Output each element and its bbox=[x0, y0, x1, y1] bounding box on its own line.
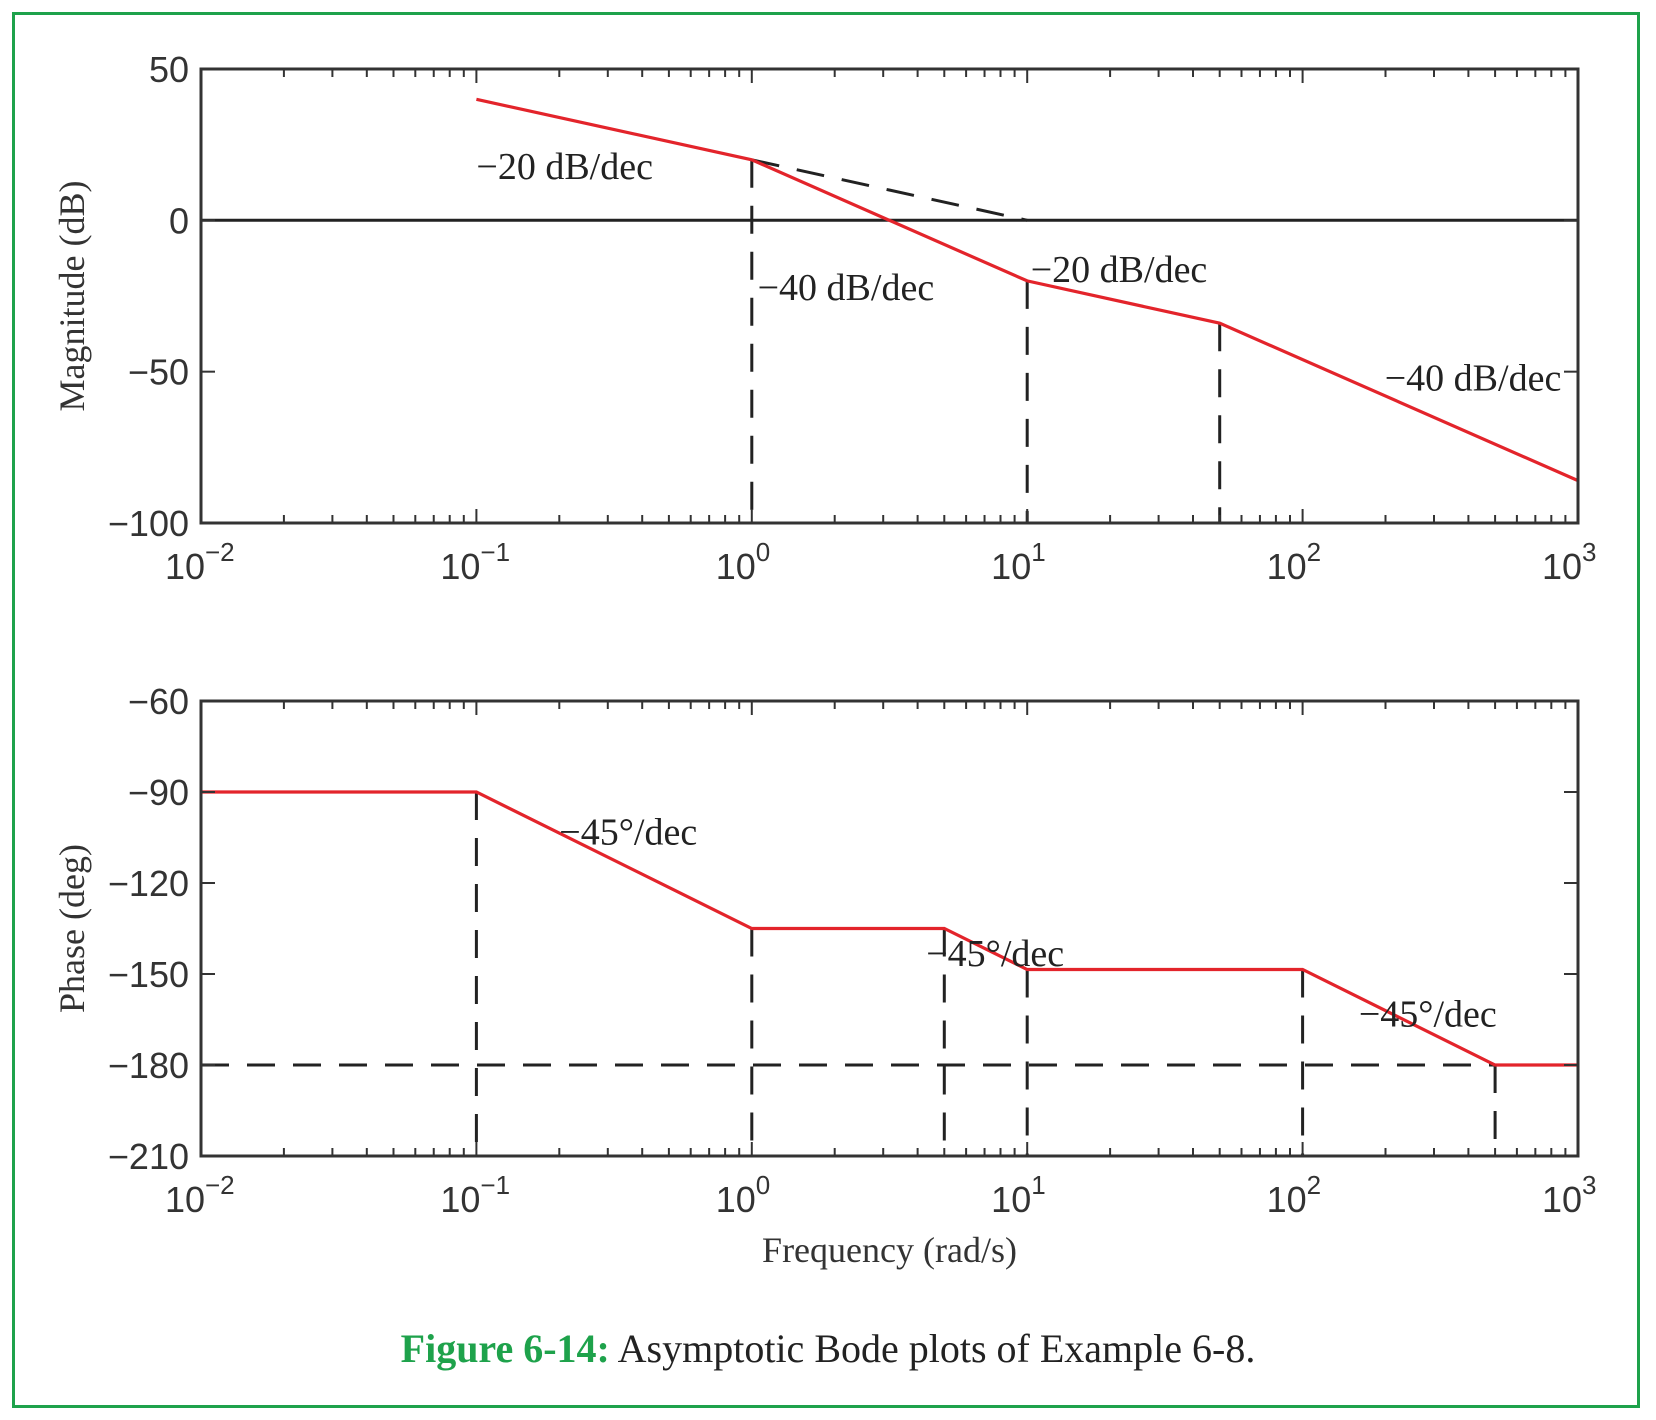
magnitude-slope-annotation: −20 dB/dec bbox=[476, 146, 653, 188]
magnitude-x-tick-exponent: 0 bbox=[756, 537, 770, 567]
phase-slope-annotation: −45°/dec bbox=[559, 811, 697, 853]
magnitude-x-tick-label: 10 bbox=[165, 546, 205, 587]
magnitude-asymptote-line bbox=[476, 97, 1579, 483]
magnitude-x-tick-label: 10 bbox=[716, 546, 756, 587]
magnitude-y-tick-label: −100 bbox=[108, 503, 189, 544]
figure-caption: Figure 6-14: Asymptotic Bode plots of Ex… bbox=[0, 1325, 1656, 1372]
magnitude-slope-annotation: −40 dB/dec bbox=[1385, 358, 1562, 400]
phase-y-tick-label: −60 bbox=[128, 681, 189, 722]
magnitude-y-axis-title: Magnitude (dB) bbox=[52, 181, 92, 412]
magnitude-x-tick-label: 10 bbox=[1267, 546, 1307, 587]
phase-x-tick-exponent: −2 bbox=[205, 1170, 235, 1200]
phase-x-tick-label: 10 bbox=[1542, 1179, 1582, 1220]
figure-label: Figure 6-14: bbox=[400, 1326, 610, 1371]
magnitude-x-tick-exponent: −1 bbox=[480, 537, 510, 567]
magnitude-x-tick-exponent: −2 bbox=[205, 537, 235, 567]
phase-x-tick-label: 10 bbox=[165, 1179, 205, 1220]
magnitude-y-tick-label: −50 bbox=[128, 352, 189, 393]
phase-axes-box bbox=[199, 699, 1580, 1158]
magnitude-slope-annotation: −40 dB/dec bbox=[758, 267, 935, 309]
phase-x-tick-exponent: 0 bbox=[756, 1170, 770, 1200]
magnitude-axes-box bbox=[199, 67, 1580, 525]
magnitude-slope-annotation: −20 dB/dec bbox=[1031, 249, 1208, 291]
phase-x-tick-label: 10 bbox=[1267, 1179, 1307, 1220]
magnitude-plot: 10 −2 10 −1 10 0 10 1 10 2 10 3500−50−100Magnitude … bbox=[52, 49, 1596, 587]
magnitude-x-tick-label: 10 bbox=[991, 546, 1031, 587]
phase-plot: 10 −2 10 −1 10 0 10 1 10 2 10 3−60−90−120−150−180−2… bbox=[52, 681, 1596, 1270]
magnitude-x-tick-exponent: 1 bbox=[1031, 537, 1045, 567]
phase-slope-annotation: −45°/dec bbox=[1359, 993, 1497, 1035]
figure-frame bbox=[12, 12, 1640, 1408]
magnitude-x-tick-label: 10 bbox=[440, 546, 480, 587]
magnitude-x-tick-label: 10 bbox=[1542, 546, 1582, 587]
phase-x-tick-exponent: 2 bbox=[1307, 1170, 1321, 1200]
phase-x-tick-exponent: 3 bbox=[1582, 1170, 1596, 1200]
phase-x-tick-label: 10 bbox=[716, 1179, 756, 1220]
phase-y-tick-label: −150 bbox=[108, 954, 189, 995]
magnitude-y-tick-label: 50 bbox=[149, 49, 189, 90]
magnitude-reference-line-1 bbox=[751, 158, 1028, 222]
magnitude-y-tick-label: 0 bbox=[169, 200, 189, 241]
phase-x-tick-label: 10 bbox=[440, 1179, 480, 1220]
magnitude-x-tick-exponent: 3 bbox=[1582, 537, 1596, 567]
phase-y-axis-title: Phase (deg) bbox=[52, 844, 92, 1013]
magnitude-x-tick-exponent: 2 bbox=[1307, 537, 1321, 567]
phase-x-tick-exponent: 1 bbox=[1031, 1170, 1045, 1200]
phase-asymptote-line bbox=[201, 790, 1578, 1067]
phase-x-tick-label: 10 bbox=[991, 1179, 1031, 1220]
phase-y-tick-label: −90 bbox=[128, 772, 189, 813]
phase-x-tick-exponent: −1 bbox=[480, 1170, 510, 1200]
phase-y-tick-label: −180 bbox=[108, 1045, 189, 1086]
phase-y-tick-label: −120 bbox=[108, 863, 189, 904]
phase-x-axis-title: Frequency (rad/s) bbox=[762, 1230, 1017, 1270]
phase-slope-annotation: −45°/dec bbox=[926, 933, 1064, 975]
figure-caption-text: Asymptotic Bode plots of Example 6-8. bbox=[609, 1326, 1256, 1371]
phase-y-tick-label: −210 bbox=[108, 1136, 189, 1177]
